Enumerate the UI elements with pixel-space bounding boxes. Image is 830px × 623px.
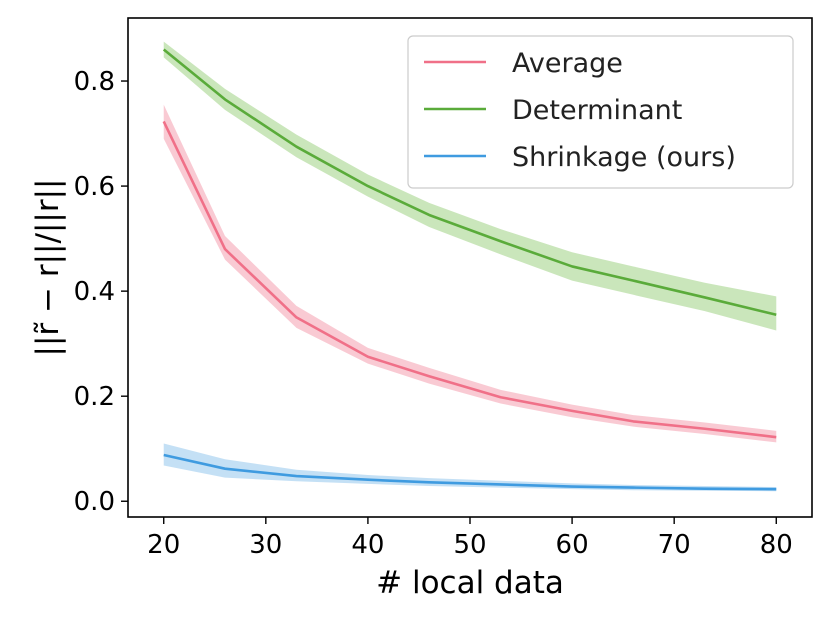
legend-label-shrinkage-ours: Shrinkage (ours)	[512, 142, 736, 173]
y-axis-ticks: 0.0 0.2 0.4 0.6 0.8	[74, 67, 128, 517]
series-lines	[162, 48, 777, 491]
y-tick-label: 0.2	[74, 382, 115, 412]
legend-label-determinant: Determinant	[512, 95, 682, 126]
x-tick-label: 70	[658, 530, 691, 560]
x-tick-label: 30	[249, 530, 282, 560]
y-tick-label: 0.4	[74, 277, 115, 307]
legend-box	[407, 35, 794, 189]
x-tick-label: 80	[760, 530, 793, 560]
y-tick-label: 0.8	[74, 67, 115, 97]
x-tick-label: 20	[147, 530, 180, 560]
x-tick-label: 40	[351, 530, 384, 560]
x-tick-label: 60	[556, 530, 589, 560]
y-tick-label: 0.6	[74, 172, 115, 202]
determinant-series-line	[162, 48, 777, 317]
x-axis-label: # local data	[376, 565, 564, 601]
confidence-bands	[163, 41, 777, 492]
shrinkage-ours-confidence-band	[163, 443, 777, 492]
legend: Average Determinant Shrinkage (ours)	[407, 35, 794, 189]
x-axis-ticks: 20 30 40 50 60 70 80	[147, 517, 793, 560]
average-series-line	[162, 120, 777, 439]
shrinkage-ours-series-line	[163, 453, 777, 491]
determinant-confidence-band	[163, 41, 777, 331]
y-axis-label: ||r̃ − r||/||r||	[30, 179, 66, 357]
y-tick-label: 0.0	[74, 487, 115, 517]
legend-entries: Average Determinant Shrinkage (ours)	[424, 48, 736, 173]
x-tick-label: 50	[453, 530, 486, 560]
legend-label-average: Average	[512, 48, 623, 79]
